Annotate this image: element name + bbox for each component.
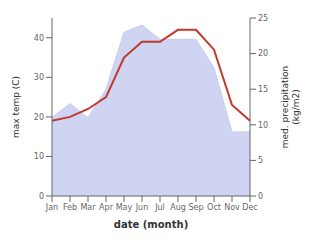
svg-text:Aug: Aug [170,203,186,212]
svg-text:med. precipitation(kg/m2): med. precipitation(kg/m2) [280,66,301,148]
svg-text:20: 20 [258,49,268,58]
svg-text:Oct: Oct [207,203,221,212]
svg-text:20: 20 [34,113,44,122]
svg-text:May: May [116,203,133,212]
svg-text:0: 0 [39,192,44,201]
svg-text:date (month): date (month) [114,219,188,230]
svg-text:10: 10 [34,152,44,161]
svg-text:30: 30 [34,73,44,82]
svg-text:0: 0 [258,192,263,201]
svg-text:Nov: Nov [224,203,240,212]
svg-text:max temp (C): max temp (C) [11,76,21,138]
svg-text:Apr: Apr [99,203,114,212]
svg-text:Jan: Jan [45,203,58,212]
svg-text:Sep: Sep [188,203,203,212]
svg-text:Jun: Jun [135,203,149,212]
svg-text:Mar: Mar [80,203,96,212]
svg-text:40: 40 [34,34,44,43]
svg-text:15: 15 [258,85,268,94]
svg-text:Dec: Dec [242,203,257,212]
svg-text:10: 10 [258,121,268,130]
svg-text:Jul: Jul [154,203,165,212]
svg-text:5: 5 [258,156,263,165]
svg-text:25: 25 [258,14,268,23]
svg-text:Feb: Feb [63,203,77,212]
